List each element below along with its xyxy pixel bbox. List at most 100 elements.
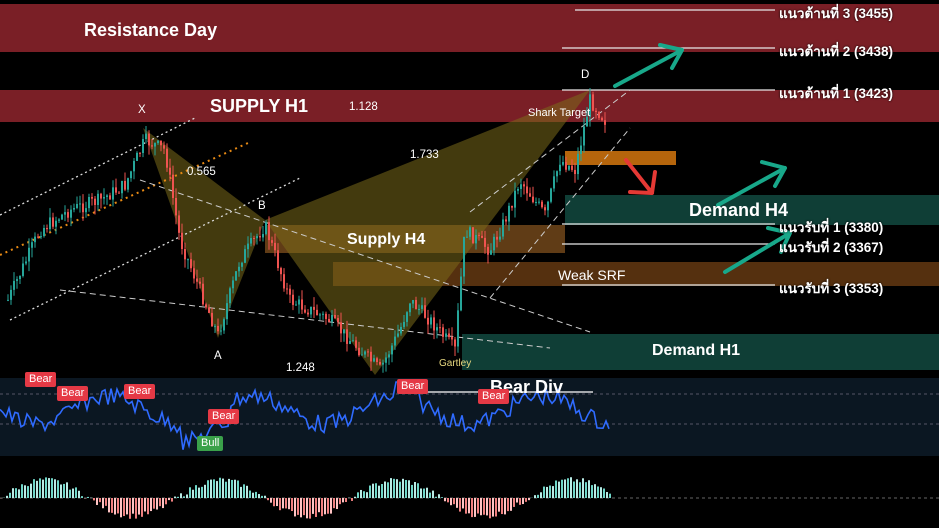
histogram-bar xyxy=(570,477,572,498)
candle-body xyxy=(601,117,603,121)
candle-body xyxy=(199,281,201,284)
candle-body xyxy=(382,362,384,365)
demand-h1-zone xyxy=(462,334,939,370)
arrows xyxy=(613,43,792,274)
candle-body xyxy=(166,148,168,168)
candle-body xyxy=(385,357,387,363)
candle-body xyxy=(433,317,435,331)
histogram-bar xyxy=(294,498,296,517)
channel-lines xyxy=(0,117,301,321)
candle-body xyxy=(70,209,72,218)
histogram-bar xyxy=(306,498,308,519)
histogram-bar xyxy=(477,498,479,514)
candle-body xyxy=(94,198,96,205)
candle-body xyxy=(604,120,606,125)
histogram-bar xyxy=(150,498,152,512)
histogram-bar xyxy=(372,483,374,498)
support-2-label: แนวรับที่ 2 (3367) xyxy=(779,240,884,255)
histogram-bar xyxy=(462,498,464,509)
candle-body xyxy=(217,325,219,332)
candle-body xyxy=(121,180,123,194)
candle-body xyxy=(454,339,456,347)
candle-body xyxy=(214,325,216,327)
candle-body xyxy=(463,236,465,277)
histogram-bar xyxy=(6,495,8,498)
histogram-bar xyxy=(303,498,305,516)
ratio-1128-label: 1.128 xyxy=(349,101,378,113)
candle-body xyxy=(391,345,393,355)
histogram-bar xyxy=(492,498,494,517)
histogram-bar xyxy=(498,498,500,512)
candle-body xyxy=(538,201,540,203)
pattern-xab xyxy=(143,128,265,338)
candle-body xyxy=(16,279,18,281)
histogram-bar xyxy=(459,498,461,512)
candle-body xyxy=(76,203,78,208)
histogram-bar xyxy=(288,498,290,510)
trend-line xyxy=(139,179,591,333)
histogram-bar xyxy=(198,487,200,498)
candle-body xyxy=(235,271,237,281)
ratio-1733-label: 1.733 xyxy=(410,149,439,161)
histogram-bar xyxy=(27,486,29,498)
candle-body xyxy=(478,234,480,236)
histogram-bar xyxy=(366,492,368,498)
histogram-bar xyxy=(129,498,131,519)
histogram-bar xyxy=(513,498,515,507)
candle-body xyxy=(187,259,189,261)
histogram-bar xyxy=(396,479,398,498)
candle-body xyxy=(43,227,45,237)
histogram-bar xyxy=(369,485,371,498)
histogram-bar xyxy=(606,492,608,498)
histogram-bar xyxy=(387,482,389,498)
candle-body xyxy=(487,246,489,255)
histogram-bar xyxy=(537,494,539,498)
candle-body xyxy=(394,336,396,346)
histogram-bar xyxy=(102,498,104,509)
candle-body xyxy=(268,222,270,241)
candle-body xyxy=(595,110,597,113)
histogram-bar xyxy=(186,494,188,498)
candle-body xyxy=(130,171,132,179)
rsi-line xyxy=(0,381,610,450)
histogram-bar xyxy=(411,484,413,498)
candle-body xyxy=(361,354,363,356)
histogram-bar xyxy=(108,498,110,513)
candle-body xyxy=(517,188,519,191)
histogram-bar xyxy=(159,498,161,507)
histogram-bar xyxy=(177,496,179,498)
histogram-bar xyxy=(66,482,68,498)
gartley-label: Gartley xyxy=(439,358,472,369)
candle-body xyxy=(457,310,459,347)
candle-body xyxy=(295,304,297,306)
histogram-bar xyxy=(189,487,191,498)
candle-body xyxy=(553,176,555,189)
histogram-bar xyxy=(216,481,218,498)
candle-body xyxy=(307,312,309,315)
histogram-bar xyxy=(321,498,323,517)
candle-body xyxy=(184,249,186,260)
histogram-bar xyxy=(78,490,80,498)
pattern-bcd xyxy=(265,90,590,375)
bear-badge: Bear xyxy=(57,386,89,401)
momentum-histogram xyxy=(0,477,611,519)
candle-body xyxy=(262,234,264,238)
histogram-bar xyxy=(204,484,206,498)
candle-body xyxy=(115,187,117,193)
histogram-bar xyxy=(474,498,476,517)
candle-body xyxy=(223,319,225,331)
candle-body xyxy=(103,196,105,199)
candle-body xyxy=(250,238,252,244)
histogram-bar xyxy=(318,498,320,513)
candle-body xyxy=(286,288,288,290)
histogram-bar xyxy=(183,496,185,498)
candle-body xyxy=(109,195,111,200)
arrow-up-3 xyxy=(723,226,792,274)
histogram-bar xyxy=(357,492,359,498)
candle-body xyxy=(193,268,195,279)
histogram-bar xyxy=(141,498,143,517)
histogram-bar xyxy=(507,498,509,512)
histogram-bar xyxy=(15,488,17,498)
histogram-bar xyxy=(300,498,302,518)
